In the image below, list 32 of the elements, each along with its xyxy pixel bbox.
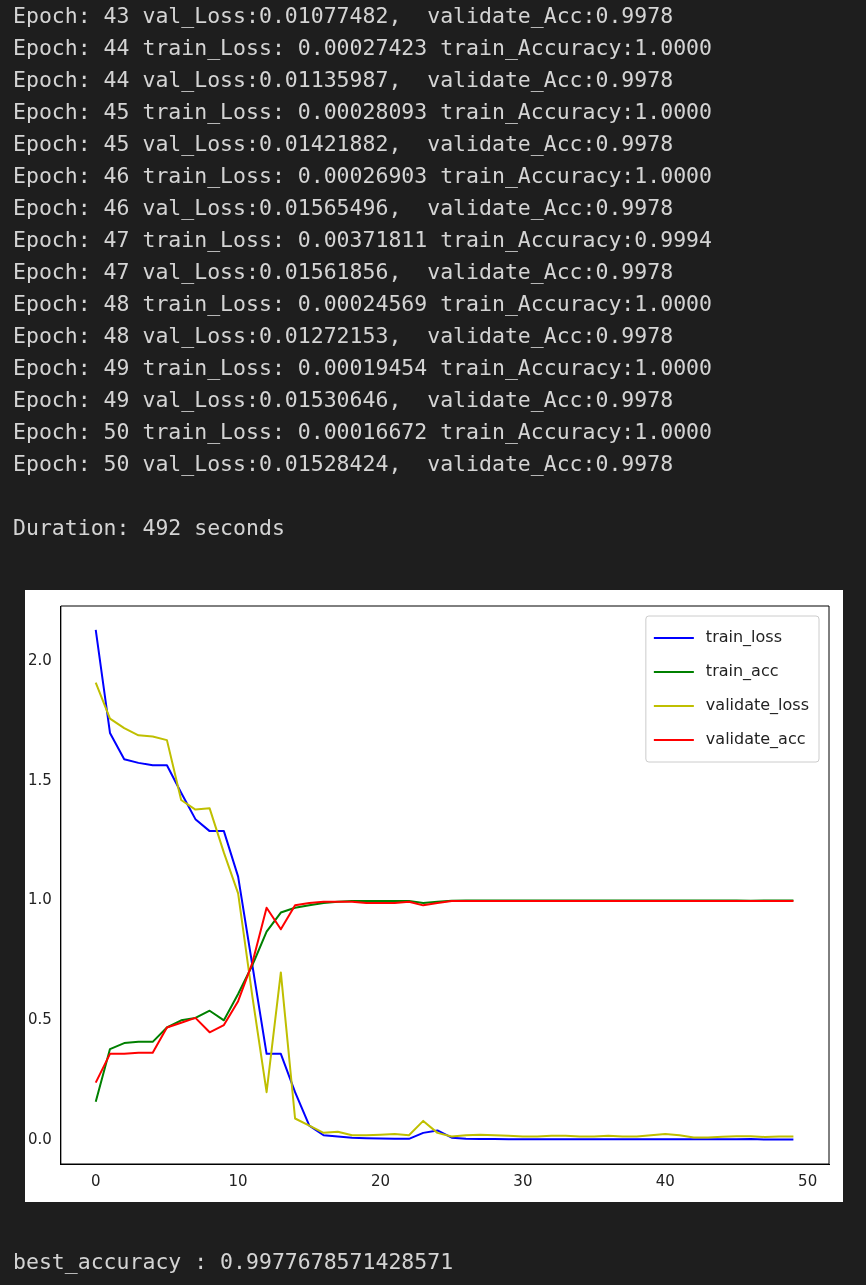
x-tick-label: 30 [513, 1171, 533, 1190]
x-tick-label: 10 [228, 1171, 248, 1190]
text: best_accuracy : 0.9977678571428571 [13, 1248, 454, 1276]
legend-label: train_loss [705, 627, 783, 648]
y-tick-label: 0.0 [28, 1129, 52, 1148]
text: Epoch: 49 val_Loss:0.01530646, validate_Acc:0.9978 [13, 386, 675, 414]
text: Epoch: 46 val_Loss:0.01565496, validate_Acc:0.9978 [13, 194, 675, 222]
x-tick-label: 40 [655, 1171, 675, 1190]
text: Epoch: 48 val_Loss:0.01272153, validate_Acc:0.9978 [13, 322, 675, 350]
y-tick-label: 1.5 [28, 770, 52, 789]
text: Epoch: 50 train_Loss: 0.00016672 train_Accuracy:1.0000 [13, 418, 712, 446]
text: Epoch: 44 val_Loss:0.01135987, validate_Acc:0.9978 [13, 66, 675, 94]
text: Epoch: 44 train_Loss: 0.00027423 train_Accuracy:1.0000 [13, 34, 712, 62]
text: Epoch: 46 train_Loss: 0.00026903 train_Accuracy:1.0000 [13, 162, 712, 190]
text: Epoch: 47 train_Loss: 0.00371811 train_Accuracy:0.9994 [13, 226, 712, 254]
x-tick-label: 50 [798, 1171, 818, 1190]
text: Duration: 492 seconds [13, 514, 286, 542]
text: Epoch: 45 train_Loss: 0.00028093 train_Accuracy:1.0000 [13, 98, 712, 126]
text: Epoch: 43 val_Loss:0.01077482, validate_Acc:0.9978 [13, 2, 675, 30]
text: Epoch: 50 val_Loss:0.01528424, validate_Acc:0.9978 [13, 450, 675, 478]
text: Epoch: 49 train_Loss: 0.00019454 train_Accuracy:1.0000 [13, 354, 712, 382]
text: Epoch: 45 val_Loss:0.01421882, validate_Acc:0.9978 [13, 130, 675, 158]
text: Epoch: 47 val_Loss:0.01561856, validate_Acc:0.9978 [13, 258, 675, 286]
x-tick-label: 20 [370, 1171, 391, 1190]
x-tick-label: 0 [90, 1171, 101, 1190]
legend-label: train_acc [705, 661, 779, 682]
legend-label: validate_loss [705, 695, 810, 716]
y-tick-label: 2.0 [28, 650, 52, 669]
y-tick-label: 0.5 [28, 1010, 52, 1029]
text: Epoch: 48 train_Loss: 0.00024569 train_Accuracy:1.0000 [13, 290, 712, 318]
y-tick-label: 1.0 [28, 890, 52, 909]
legend-label: validate_acc [705, 729, 806, 750]
